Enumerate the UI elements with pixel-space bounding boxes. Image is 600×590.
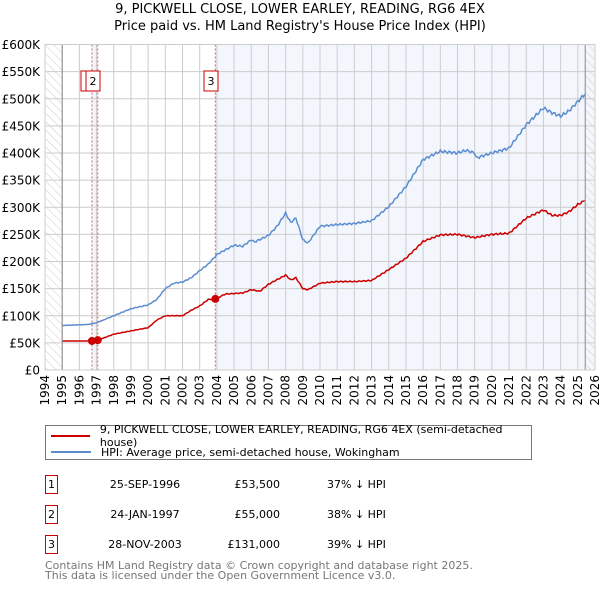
x-tick-label: 2009 — [296, 375, 310, 406]
x-tick-label: 2005 — [227, 375, 241, 406]
transaction-hpi-diff: 39% ↓ HPI — [327, 538, 386, 551]
chart-title: 9, PICKWELL CLOSE, LOWER EARLEY, READING… — [115, 2, 485, 17]
chart-legend: 9, PICKWELL CLOSE, LOWER EARLEY, READING… — [45, 423, 532, 460]
x-tick-label: 1996 — [72, 375, 86, 406]
x-tick-label: 2008 — [279, 375, 293, 406]
legend-label-hpi: HPI: Average price, semi-detached house,… — [101, 445, 400, 459]
hpi-line — [62, 94, 586, 327]
y-tick-label: £500K — [2, 92, 42, 106]
transaction-date: 28-NOV-2003 — [108, 538, 182, 551]
y-tick-label: £450K — [2, 119, 42, 133]
transaction-hpi-diff: 37% ↓ HPI — [327, 478, 386, 491]
sale-label-box — [85, 70, 101, 92]
sale-point — [87, 336, 96, 345]
sale-label-text: 3 — [208, 75, 215, 88]
y-tick-label: £100K — [2, 309, 42, 323]
property-price-line — [62, 199, 585, 342]
transaction-badge: 2 — [45, 505, 58, 524]
x-tick-label: 2006 — [244, 375, 258, 406]
x-tick-label: 2019 — [468, 375, 482, 406]
y-tick-label: £200K — [2, 255, 42, 269]
y-tick-label: £550K — [2, 65, 42, 79]
legend-swatch-hpi — [51, 451, 91, 453]
x-tick-label: 2014 — [382, 375, 396, 406]
transaction-row: 1 25-SEP-1996 £53,500 37% ↓ HPI — [45, 475, 445, 495]
transaction-date: 24-JAN-1997 — [110, 508, 180, 521]
legend-item-hpi: HPI: Average price, semi-detached house,… — [51, 444, 400, 460]
sale-label-box — [203, 70, 219, 92]
y-tick-label: £350K — [2, 174, 42, 188]
x-tick-label: 1994 — [38, 375, 52, 406]
sale-label-text: 2 — [90, 75, 97, 88]
x-tick-label: 2011 — [330, 375, 344, 406]
legend-item-property: 9, PICKWELL CLOSE, LOWER EARLEY, READING… — [51, 423, 531, 449]
x-tick-label: 1995 — [55, 375, 69, 406]
x-tick-label: 2016 — [416, 375, 430, 406]
x-tick-label: 2026 — [588, 375, 600, 406]
y-tick-label: £400K — [2, 147, 42, 161]
footer-licence: This data is licensed under the Open Gov… — [45, 569, 396, 582]
y-tick-label: £250K — [2, 228, 42, 242]
x-tick-label: 2003 — [193, 375, 207, 406]
transaction-price: £55,000 — [234, 508, 281, 521]
footer-copyright: Contains HM Land Registry data © Crown c… — [45, 559, 473, 572]
transaction-badge: 3 — [45, 535, 58, 554]
x-tick-label: 2018 — [451, 375, 465, 406]
x-tick-label: 2007 — [261, 375, 275, 406]
sale-point — [93, 336, 102, 345]
sale-point — [211, 294, 220, 303]
y-tick-label: £300K — [2, 201, 42, 215]
transaction-price: £131,000 — [227, 538, 281, 551]
x-tick-label: 1997 — [90, 375, 104, 406]
x-tick-label: 2025 — [571, 375, 585, 406]
transaction-badge: 1 — [45, 475, 58, 494]
chart-subtitle: Price paid vs. HM Land Registry's House … — [114, 19, 486, 34]
x-tick-label: 2004 — [210, 375, 224, 406]
x-tick-label: 2002 — [176, 375, 190, 406]
x-tick-label: 2015 — [399, 375, 413, 406]
x-tick-label: 2010 — [313, 375, 327, 406]
y-tick-label: £0 — [25, 364, 40, 378]
y-tick-label: £50K — [9, 336, 41, 350]
plot-frame — [44, 44, 596, 371]
transaction-hpi-diff: 38% ↓ HPI — [327, 508, 386, 521]
transaction-price: £53,500 — [234, 478, 281, 491]
x-tick-label: 2021 — [502, 375, 516, 406]
legend-swatch-property — [51, 435, 90, 437]
transaction-row: 3 28-NOV-2003 £131,000 39% ↓ HPI — [45, 535, 445, 555]
x-tick-label: 1998 — [107, 375, 121, 406]
x-tick-label: 2013 — [365, 375, 379, 406]
x-tick-label: 2022 — [519, 375, 533, 406]
x-tick-label: 2017 — [433, 375, 447, 406]
x-tick-label: 2012 — [347, 375, 361, 406]
x-tick-label: 2000 — [141, 375, 155, 406]
transaction-row: 2 24-JAN-1997 £55,000 38% ↓ HPI — [45, 505, 445, 525]
x-tick-label: 2020 — [485, 375, 499, 406]
legend-label-property: 9, PICKWELL CLOSE, LOWER EARLEY, READING… — [99, 423, 503, 449]
x-tick-label: 1999 — [124, 375, 138, 406]
transaction-date: 25-SEP-1996 — [109, 478, 181, 491]
y-tick-label: £600K — [2, 38, 42, 52]
x-tick-label: 2024 — [554, 375, 568, 406]
x-tick-label: 2023 — [536, 375, 550, 406]
y-tick-label: £150K — [2, 282, 42, 296]
x-tick-label: 2001 — [158, 375, 172, 406]
